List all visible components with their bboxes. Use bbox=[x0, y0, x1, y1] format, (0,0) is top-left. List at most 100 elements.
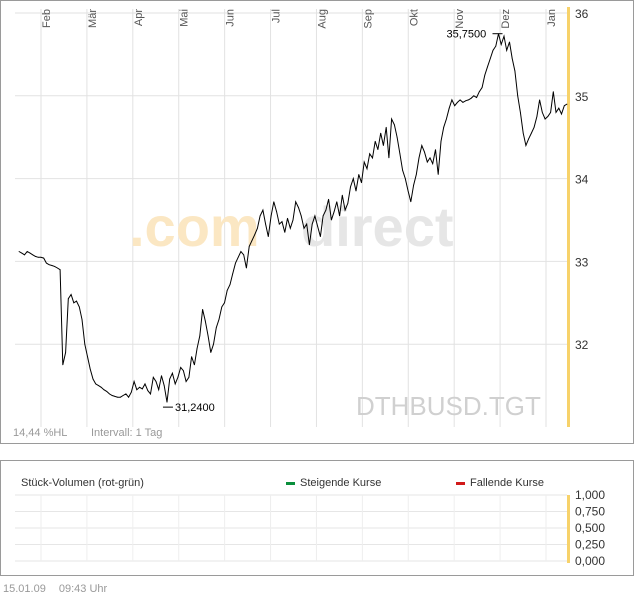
price-point bbox=[325, 209, 327, 211]
price-point bbox=[218, 319, 220, 320]
price-point bbox=[292, 219, 294, 221]
price-point bbox=[262, 209, 264, 211]
price-point bbox=[336, 201, 338, 203]
price-point bbox=[391, 118, 392, 120]
month-label: Mai bbox=[179, 9, 191, 27]
price-point bbox=[240, 251, 242, 252]
price-point bbox=[374, 140, 376, 142]
month-labels: Feb Mär Apr Mai Jun Jul Aug Sep Okt Nov Dez Jan bbox=[41, 9, 558, 29]
price-point bbox=[103, 389, 105, 391]
price-point bbox=[385, 126, 387, 128]
price-point bbox=[363, 161, 365, 163]
instrument-name: DTHBUSD.TGT bbox=[356, 391, 541, 421]
price-point bbox=[43, 257, 45, 259]
price-point bbox=[117, 396, 118, 398]
price-point bbox=[254, 234, 256, 236]
price-point bbox=[172, 372, 173, 374]
price-point bbox=[383, 145, 384, 146]
price-point bbox=[32, 254, 34, 256]
price-point bbox=[506, 49, 508, 51]
price-point bbox=[51, 265, 53, 266]
price-axis-bar bbox=[567, 7, 570, 427]
price-point bbox=[487, 66, 488, 68]
price-point bbox=[418, 157, 420, 159]
price-point bbox=[232, 273, 234, 275]
price-point bbox=[21, 252, 23, 254]
price-point bbox=[243, 254, 245, 256]
price-point bbox=[237, 256, 239, 258]
month-label: Dez bbox=[500, 9, 512, 29]
price-point bbox=[199, 335, 201, 337]
price-point bbox=[320, 236, 321, 238]
interval-info: Intervall: 1 Tag bbox=[91, 427, 162, 439]
price-point bbox=[311, 223, 313, 225]
price-point bbox=[489, 58, 491, 59]
price-point bbox=[158, 389, 160, 391]
price-point bbox=[128, 396, 129, 398]
price-point bbox=[388, 157, 390, 159]
price-point bbox=[372, 157, 373, 159]
price-point bbox=[298, 207, 299, 209]
price-point bbox=[369, 153, 371, 155]
price-point bbox=[248, 246, 250, 247]
volume-y-axis: 1,000 0,750 0,500 0,250 0,000 bbox=[575, 488, 605, 568]
price-point bbox=[150, 393, 151, 395]
price-point bbox=[514, 70, 516, 72]
price-point bbox=[174, 383, 176, 385]
volume-axis-bar bbox=[567, 495, 570, 563]
price-point bbox=[470, 97, 472, 99]
price-point bbox=[133, 381, 135, 382]
price-chart-panel: .com direct Feb Mär Apr Mai Jun Jul Aug Sep Okt N… bbox=[0, 0, 634, 444]
price-series-marks bbox=[18, 33, 568, 403]
price-point bbox=[166, 401, 168, 403]
price-point bbox=[415, 174, 417, 175]
price-point bbox=[473, 95, 475, 97]
price-point bbox=[451, 99, 453, 101]
price-point bbox=[257, 227, 258, 229]
month-label: Nov bbox=[454, 9, 466, 29]
month-label: Jun bbox=[225, 9, 237, 27]
price-point bbox=[281, 221, 283, 223]
volume-chart: Stück-Volumen (rot-grün) Steigende Kurse… bbox=[15, 477, 605, 568]
footer-time: 09:43 Uhr bbox=[58, 583, 108, 595]
price-point bbox=[457, 102, 458, 103]
low-label: 31,2400 bbox=[175, 402, 215, 414]
volume-y-tick-label: 0,250 bbox=[575, 538, 605, 552]
price-point bbox=[525, 145, 527, 146]
price-point bbox=[344, 209, 346, 211]
price-point bbox=[89, 368, 91, 370]
price-point bbox=[550, 112, 551, 113]
price-point bbox=[287, 217, 288, 219]
price-point bbox=[100, 386, 102, 388]
price-point bbox=[65, 352, 66, 353]
price-point bbox=[429, 157, 431, 159]
price-point bbox=[366, 168, 368, 170]
price-point bbox=[24, 254, 25, 256]
price-point bbox=[410, 201, 412, 203]
price-point bbox=[114, 396, 116, 397]
price-point bbox=[331, 219, 332, 221]
price-point bbox=[462, 102, 464, 103]
price-point bbox=[70, 294, 72, 295]
price-point bbox=[300, 215, 302, 217]
month-label: Feb bbox=[41, 9, 53, 28]
price-point bbox=[443, 126, 445, 128]
price-point bbox=[120, 396, 121, 398]
price-point bbox=[322, 215, 324, 217]
watermark-direct: direct bbox=[301, 195, 454, 258]
price-point bbox=[152, 376, 154, 378]
price-point bbox=[314, 215, 316, 217]
price-point bbox=[196, 347, 198, 349]
price-point bbox=[289, 227, 291, 229]
month-label: Aug bbox=[316, 9, 328, 29]
price-point bbox=[347, 203, 349, 204]
price-point bbox=[541, 112, 543, 113]
price-point bbox=[339, 215, 340, 217]
price-point bbox=[161, 375, 162, 377]
price-point bbox=[109, 393, 110, 395]
price-point bbox=[265, 223, 266, 225]
price-point bbox=[87, 356, 88, 357]
price-point bbox=[440, 140, 442, 142]
price-point bbox=[54, 266, 55, 267]
price-series-line bbox=[18, 33, 568, 403]
